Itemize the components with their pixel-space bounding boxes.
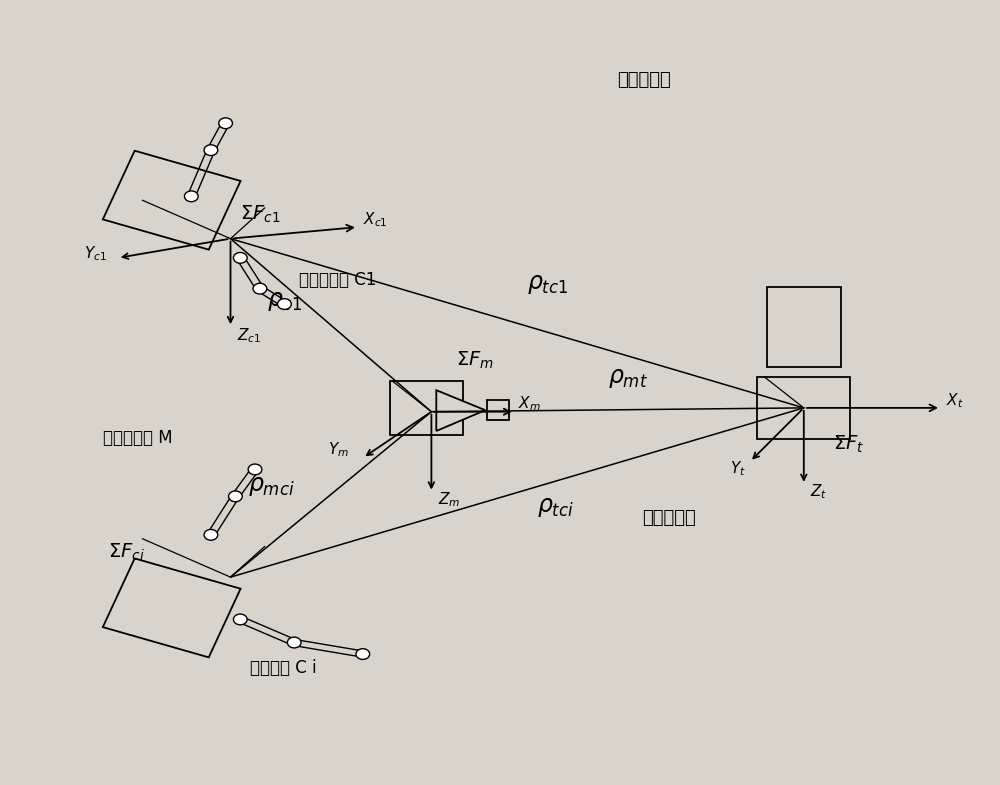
Circle shape: [219, 118, 232, 129]
Text: $X_t$: $X_t$: [946, 391, 964, 410]
Text: $Y_{c1}$: $Y_{c1}$: [84, 244, 106, 262]
Circle shape: [229, 491, 242, 502]
Text: 空间机器人 C1: 空间机器人 C1: [299, 271, 376, 289]
Polygon shape: [757, 377, 850, 439]
Text: $\Sigma F_{ci}$: $\Sigma F_{ci}$: [108, 542, 145, 563]
Circle shape: [287, 637, 301, 648]
Circle shape: [248, 464, 262, 475]
Circle shape: [233, 614, 247, 625]
Polygon shape: [103, 151, 241, 250]
Polygon shape: [390, 381, 463, 435]
Text: $Y_m$: $Y_m$: [328, 440, 349, 458]
Text: $Z_{c1}$: $Z_{c1}$: [237, 327, 262, 345]
Text: $X_{c1}$: $X_{c1}$: [363, 211, 387, 229]
Text: $\Sigma F_t$: $\Sigma F_t$: [833, 434, 865, 455]
Circle shape: [204, 144, 218, 155]
Text: $Z_t$: $Z_t$: [810, 482, 827, 501]
Text: $\Sigma F_{c1}$: $\Sigma F_{c1}$: [240, 203, 281, 225]
Text: $\rho_{tc1}$: $\rho_{tc1}$: [527, 272, 568, 296]
Text: $Y_t$: $Y_t$: [730, 459, 746, 478]
Circle shape: [253, 283, 267, 294]
Polygon shape: [767, 287, 841, 367]
Text: $\rho_{tci}$: $\rho_{tci}$: [537, 496, 574, 519]
Polygon shape: [436, 390, 485, 431]
Text: 目标航天器: 目标航天器: [618, 71, 671, 89]
Circle shape: [184, 191, 198, 202]
Polygon shape: [103, 558, 241, 657]
Circle shape: [233, 253, 247, 263]
Circle shape: [356, 648, 370, 659]
Text: $\rho_{mci}$: $\rho_{mci}$: [248, 475, 294, 498]
Text: 空间机器 C i: 空间机器 C i: [250, 659, 317, 677]
Text: $\rho_{mt}$: $\rho_{mt}$: [608, 367, 648, 390]
Text: $X_m$: $X_m$: [518, 394, 540, 413]
Polygon shape: [487, 400, 509, 420]
Text: $Z_m$: $Z_m$: [438, 490, 461, 509]
Text: 目标航天器: 目标航天器: [642, 509, 696, 528]
Circle shape: [278, 298, 291, 309]
Text: 空间机器人 M: 空间机器人 M: [103, 429, 173, 447]
Text: $\rho_{c1}$: $\rho_{c1}$: [267, 290, 302, 313]
Circle shape: [204, 529, 218, 540]
Text: $\Sigma F_m$: $\Sigma F_m$: [456, 349, 494, 371]
